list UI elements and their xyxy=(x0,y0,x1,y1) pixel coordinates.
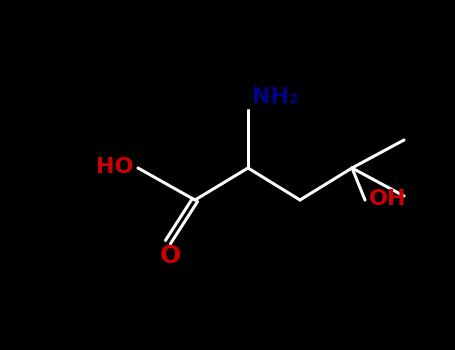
Text: O: O xyxy=(159,244,181,268)
Text: HO: HO xyxy=(96,157,134,177)
Text: OH: OH xyxy=(369,189,406,209)
Text: NH₂: NH₂ xyxy=(252,87,299,107)
